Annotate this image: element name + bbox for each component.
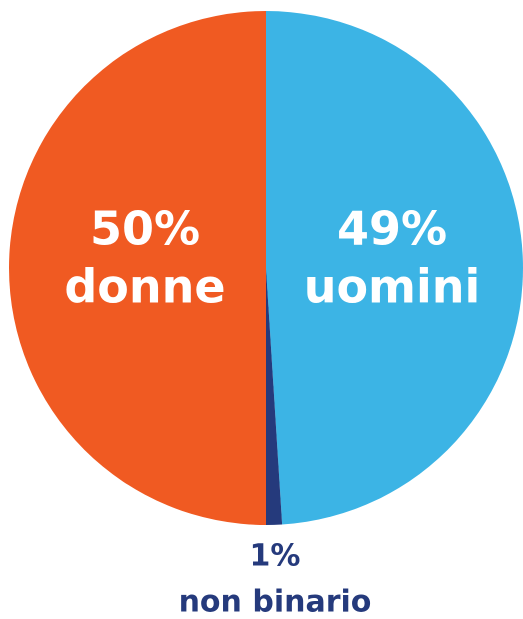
pie-slice [266,268,283,525]
value-label: 1% [250,539,301,574]
category-label: donne [64,260,225,314]
category-label: non binario [179,585,372,619]
pie-slice [9,11,266,525]
pie-slice [266,11,523,525]
value-label: 50% [90,202,200,256]
value-label: 49% [337,202,447,256]
category-label: uomini [304,260,481,314]
